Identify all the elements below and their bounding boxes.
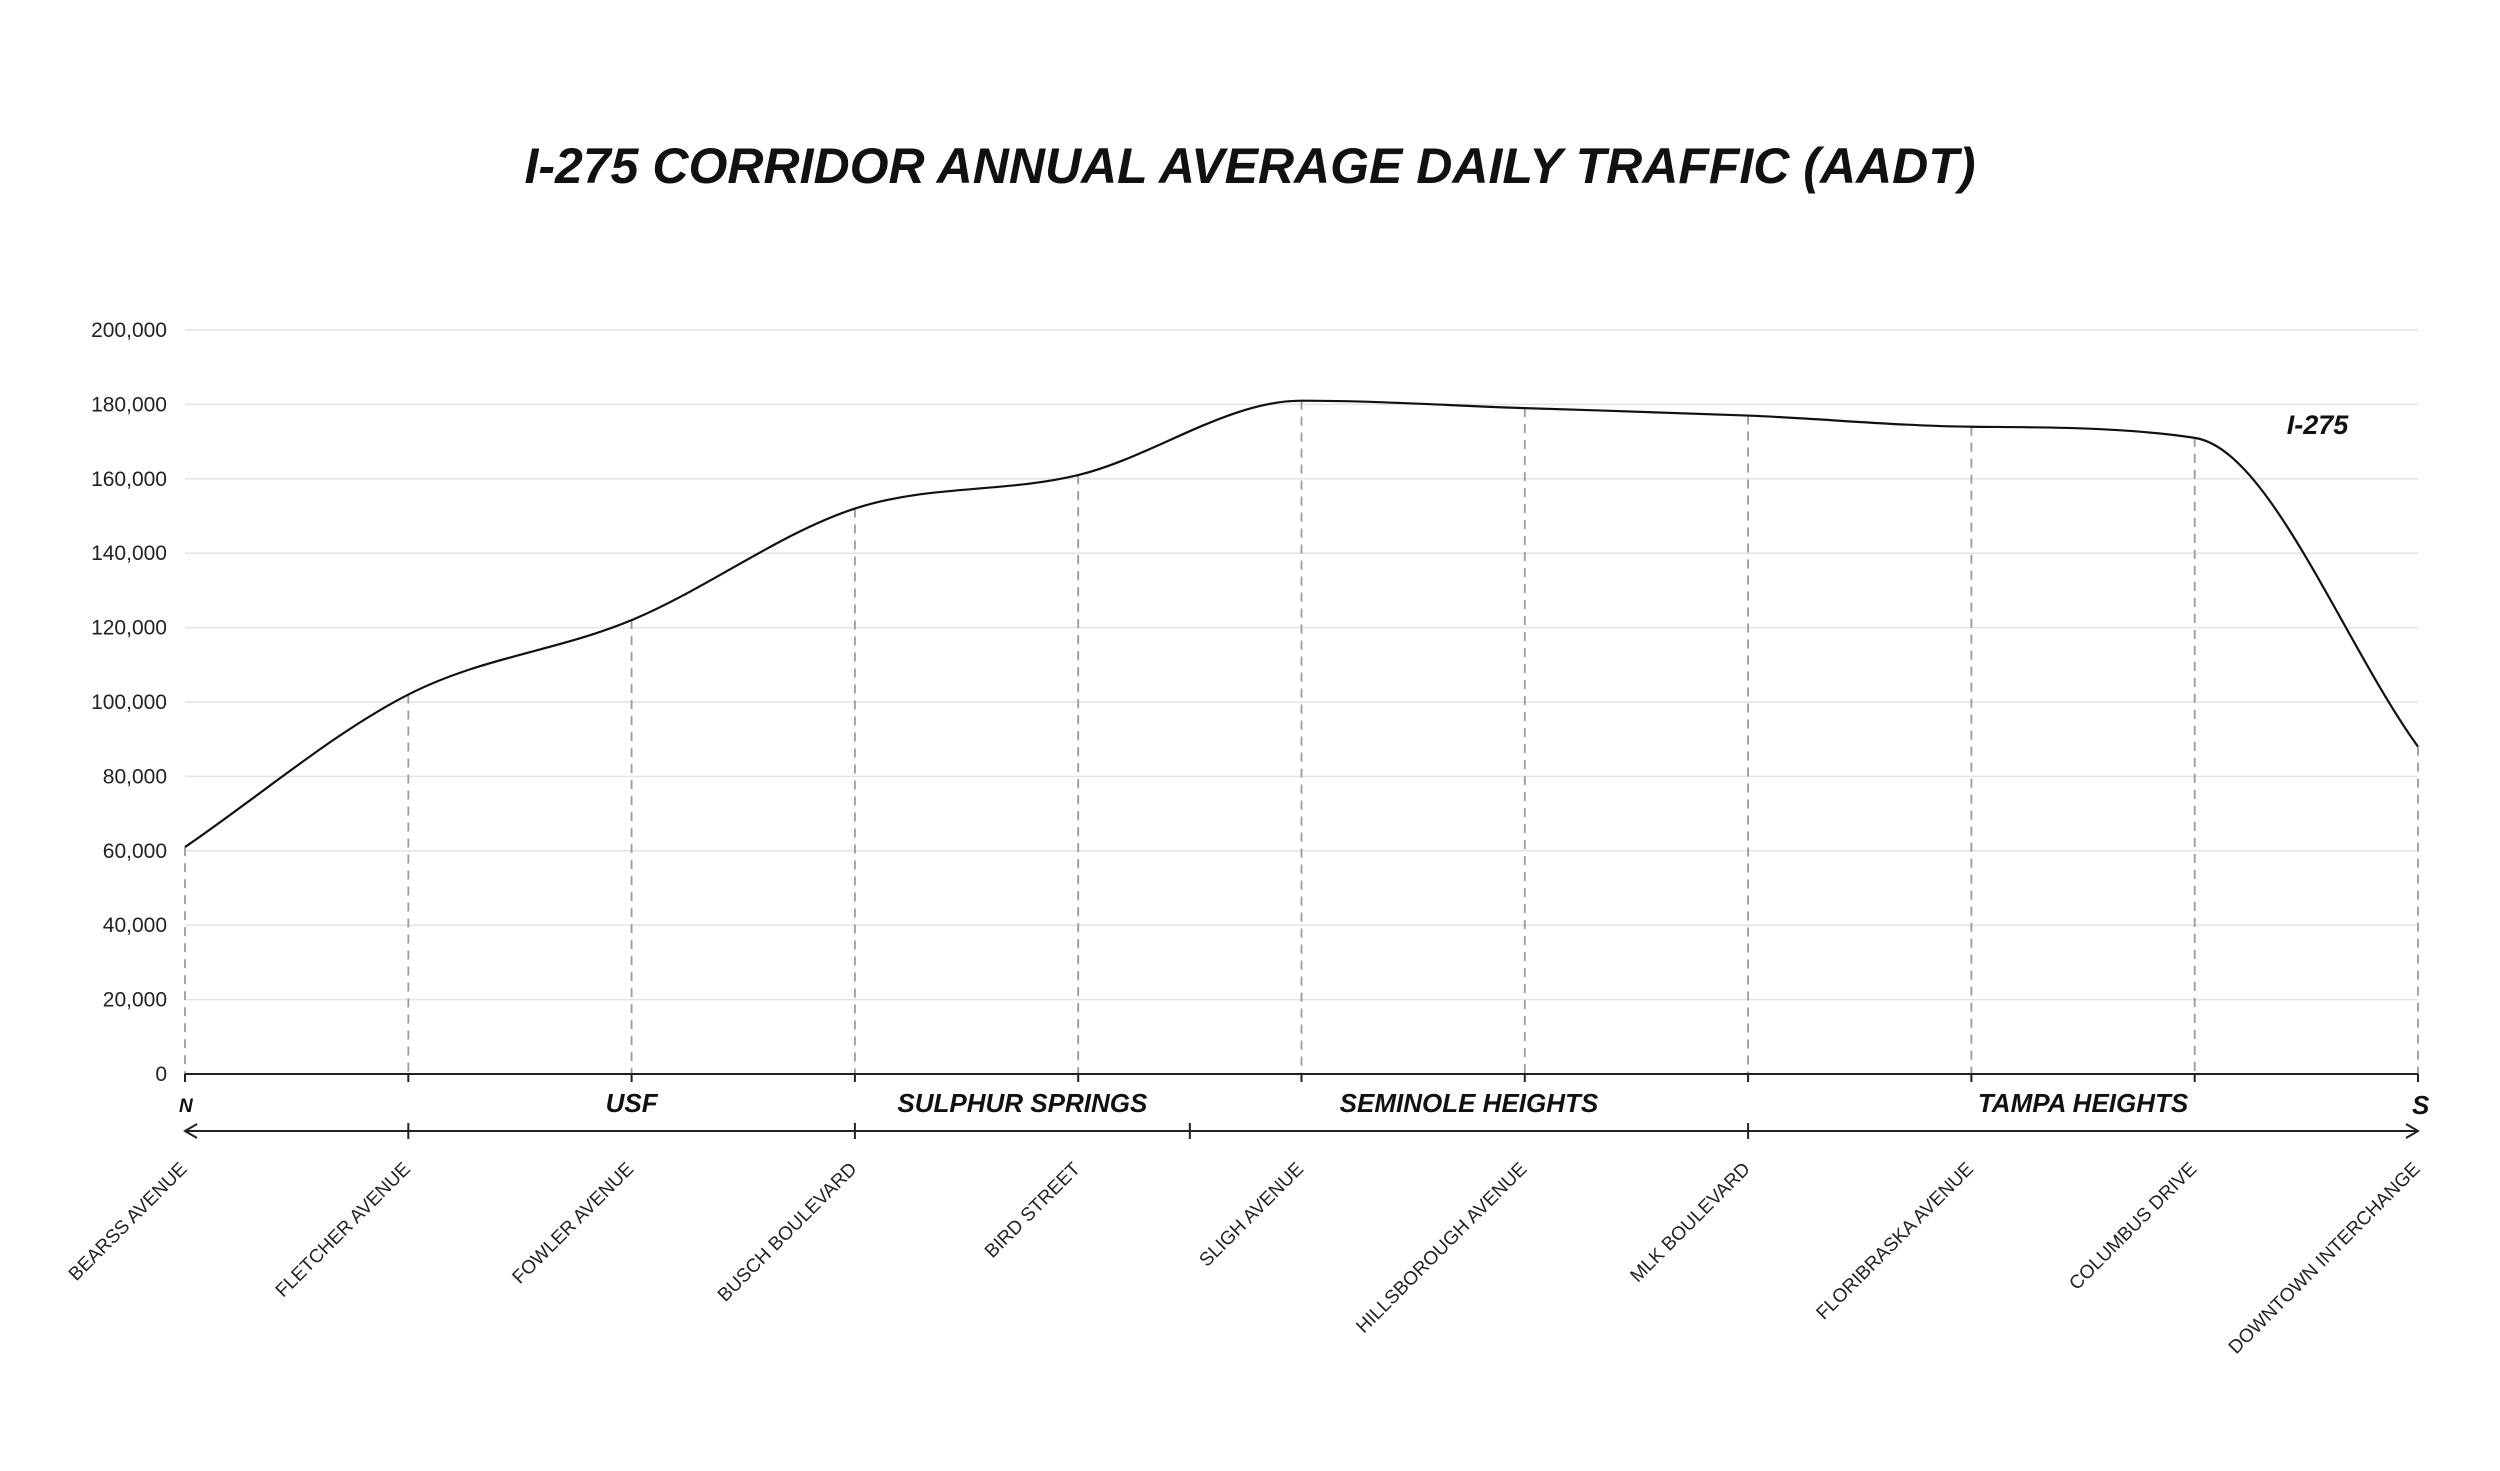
x-axis-category-labels: BEARSS AVENUE FLETCHER AVENUE FOWLER AVENU… [65, 1158, 2425, 1358]
x-tick-label: SLIGH AVENUE [1196, 1159, 1308, 1271]
x-tick-label: BEARSS AVENUE [65, 1159, 192, 1286]
y-tick-label: 20,000 [103, 989, 167, 1012]
series-line-i-275 [184, 399, 2419, 848]
y-tick-label: 40,000 [103, 914, 167, 937]
y-axis-tick-labels: 0 20,000 40,000 60,000 80,000 100,000 120,000 1… [91, 319, 167, 1086]
x-tick-label: FLETCHER AVENUE [272, 1159, 415, 1302]
x-tick-label: HILLSBOROUGH AVENUE [1352, 1159, 1531, 1338]
x-tick-label: FOWLER AVENUE [509, 1159, 639, 1289]
x-tick-label: BUSCH BOULEVARD [714, 1159, 861, 1306]
corridor-region-bar [183, 1123, 2420, 1139]
x-tick-label: DOWNTOWN INTERCHANGE [2225, 1159, 2425, 1359]
y-tick-label: 200,000 [91, 319, 167, 342]
x-tick-label: FLORIBRASKA AVENUE [1813, 1159, 1978, 1324]
y-tick-label: 0 [155, 1063, 167, 1086]
x-tick-label: BIRD STREET [981, 1158, 1085, 1262]
series-label-i-275: I-275 [2287, 410, 2350, 440]
direction-north-label: N [179, 1096, 194, 1117]
chart-title: I-275 CORRIDOR ANNUAL AVERAGE DAILY TRAF… [525, 138, 1976, 194]
y-tick-label: 180,000 [91, 393, 167, 416]
south-arrow-head [2405, 1123, 2420, 1139]
x-axis-ticks [184, 1074, 2419, 1082]
direction-south-label: S [2412, 1090, 2430, 1120]
x-tick-label: COLUMBUS DRIVE [2065, 1159, 2201, 1295]
y-tick-label: 160,000 [91, 468, 167, 491]
region-label: SULPHUR SPRINGS [897, 1088, 1148, 1118]
y-tick-label: 80,000 [103, 765, 167, 788]
x-tick-label: MLK BOULEVARD [1627, 1159, 1755, 1287]
neighborhood-labels: USF SULPHUR SPRINGS SEMINOLE HEIGHTS TAMPA … [606, 1088, 2189, 1118]
region-label: SEMINOLE HEIGHTS [1340, 1088, 1599, 1118]
category-drop-lines [184, 400, 2419, 1074]
y-tick-label: 60,000 [103, 840, 167, 863]
north-arrow-head [183, 1123, 198, 1139]
y-tick-label: 120,000 [91, 617, 167, 640]
y-tick-label: 140,000 [91, 542, 167, 565]
y-tick-label: 100,000 [91, 691, 167, 714]
region-label: USF [606, 1088, 659, 1118]
region-label: TAMPA HEIGHTS [1978, 1088, 2189, 1118]
